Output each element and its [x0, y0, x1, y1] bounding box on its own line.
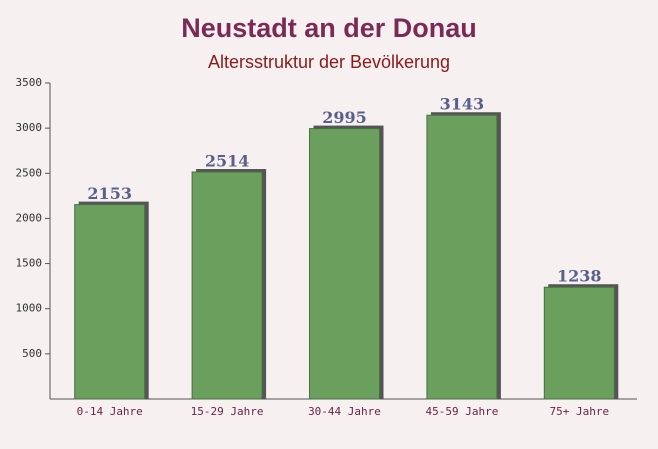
y-tick-label: 1500	[16, 257, 43, 270]
y-tick-label: 2500	[16, 166, 43, 179]
chart-title: Neustadt an der Donau	[181, 13, 477, 43]
bar	[74, 204, 146, 400]
x-tick-label: 45-59 Jahre	[425, 405, 498, 418]
value-label: 3143	[440, 95, 485, 114]
y-tick-label: 2000	[16, 211, 43, 224]
bar	[309, 128, 380, 400]
value-label: 1238	[557, 267, 602, 286]
x-tick-label: 0-14 Jahre	[77, 405, 143, 418]
bar	[191, 171, 263, 400]
chart-subtitle: Altersstruktur der Bevölkerung	[208, 52, 450, 72]
value-label: 2995	[322, 108, 367, 127]
y-tick-label: 3000	[16, 121, 43, 134]
x-tick-label: 30-44 Jahre	[308, 405, 381, 418]
y-tick-label: 3500	[16, 76, 43, 89]
bar	[426, 114, 498, 400]
y-tick-label: 1000	[16, 302, 43, 315]
value-label: 2514	[205, 152, 250, 171]
value-label: 2153	[87, 184, 132, 203]
bar	[543, 286, 615, 400]
y-tick-label: 500	[22, 347, 42, 360]
x-tick-label: 75+ Jahre	[549, 405, 609, 418]
x-tick-label: 15-29 Jahre	[191, 405, 264, 418]
